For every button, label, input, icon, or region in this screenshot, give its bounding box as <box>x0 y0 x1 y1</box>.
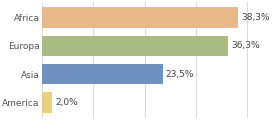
Text: 38,3%: 38,3% <box>242 13 270 22</box>
Text: 23,5%: 23,5% <box>166 70 194 79</box>
Bar <box>42 64 163 84</box>
Bar <box>42 92 52 113</box>
Bar <box>42 36 228 56</box>
Text: 2,0%: 2,0% <box>55 98 78 107</box>
Bar <box>42 7 239 28</box>
Text: 36,3%: 36,3% <box>231 41 260 50</box>
